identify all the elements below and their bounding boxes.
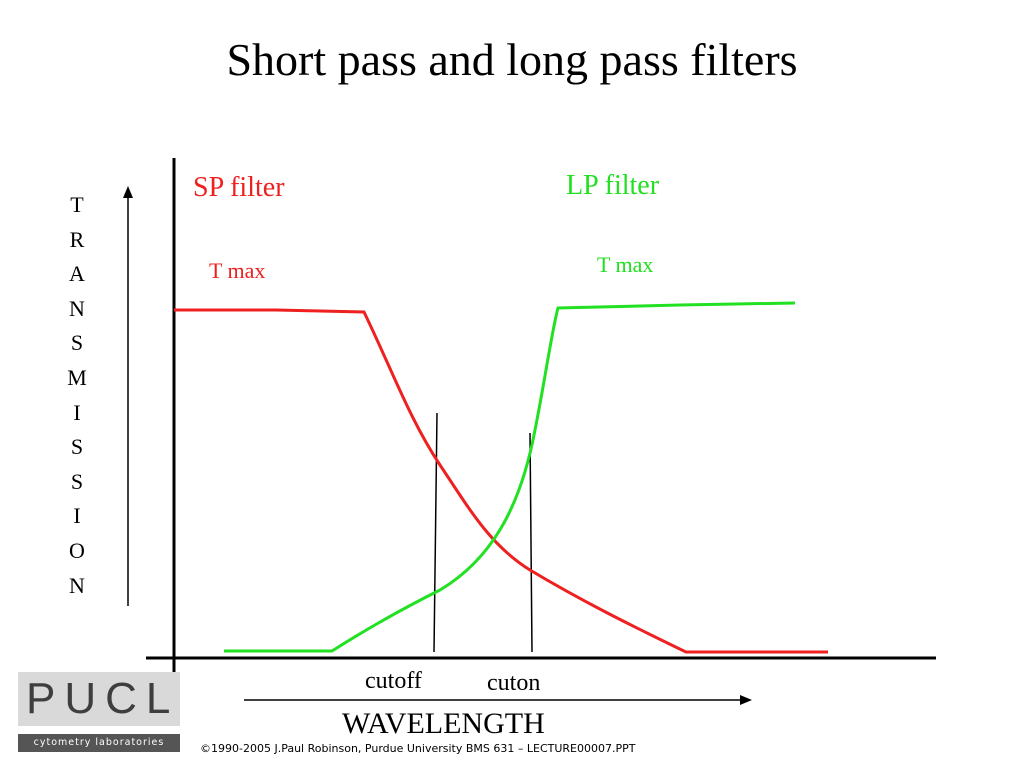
- y-axis-letter: M: [67, 364, 87, 390]
- y-axis-letter: I: [73, 399, 81, 425]
- x-axis-label: WAVELENGTH: [342, 707, 545, 740]
- page-title: Short pass and long pass filters: [226, 34, 798, 85]
- y-axis-letter: S: [70, 330, 84, 356]
- logo-wordmark-panel: PUCL: [18, 672, 180, 726]
- lp-tmax-label: T max: [597, 252, 654, 277]
- x-arrow-head: [740, 695, 752, 705]
- lp-filter-label: LP filter: [566, 170, 660, 201]
- y-axis-letter: O: [69, 537, 85, 563]
- sp-filter-label: SP filter: [193, 172, 285, 203]
- cuton-label: cuton: [487, 670, 541, 696]
- cuton-line: [529, 432, 533, 653]
- cutoff-line: [433, 412, 438, 653]
- y-axis-letter: R: [69, 226, 85, 252]
- sp-filter-curve: [174, 308, 828, 654]
- pucl-logo: PUCL cytometry laboratories: [18, 672, 180, 752]
- y-axis-letter: T: [70, 192, 84, 217]
- y-axis-label: T R A N S M I S S I O N: [62, 188, 92, 603]
- footer-copyright: ©1990-2005 J.Paul Robinson, Purdue Unive…: [200, 742, 636, 755]
- lp-filter-curve: [224, 301, 796, 653]
- y-axis-letter: I: [73, 503, 81, 529]
- logo-wordmark: PUCL: [26, 674, 180, 723]
- y-axis-letter: A: [69, 261, 85, 287]
- y-axis-letter: N: [69, 572, 85, 598]
- y-axis-letter: S: [70, 468, 84, 494]
- y-arrow-head: [123, 186, 133, 198]
- y-axis-letter: N: [69, 295, 85, 321]
- sp-tmax-label: T max: [209, 258, 266, 283]
- logo-subtitle: cytometry laboratories: [18, 734, 180, 752]
- y-axis-letter: S: [70, 434, 84, 460]
- cutoff-label: cutoff: [365, 668, 422, 694]
